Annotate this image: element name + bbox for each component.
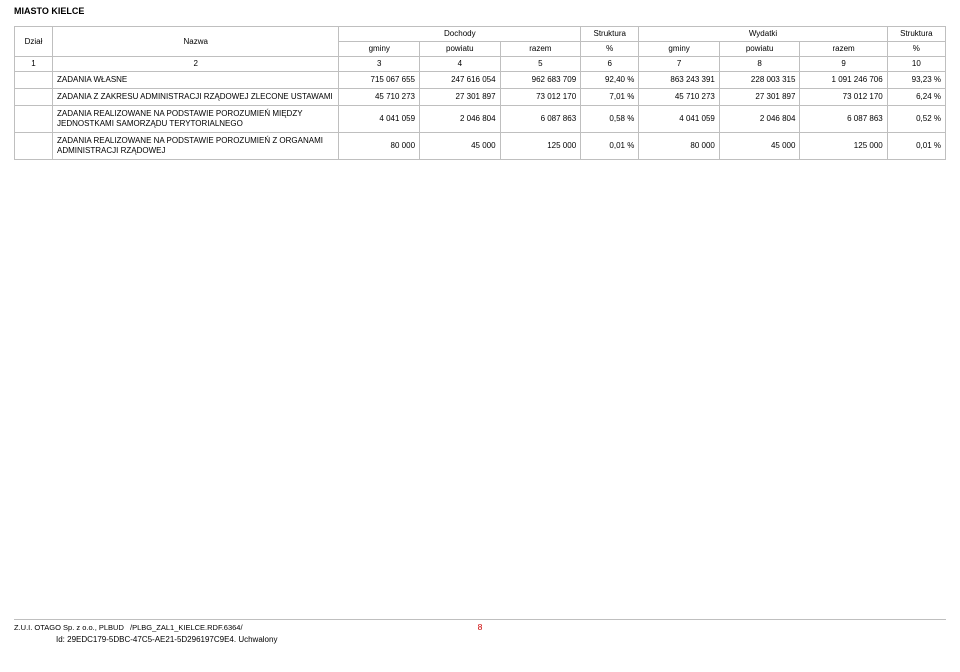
cell-d-pow: 2 046 804 [420,106,501,133]
cell-d-pow: 27 301 897 [420,89,501,106]
table-row: ZADANIA REALIZOWANE NA PODSTAWIE POROZUM… [15,133,946,160]
th-colnum: 7 [639,57,720,72]
th-colnum: 2 [53,57,339,72]
cell-nazwa: ZADANIA WŁASNE [53,72,339,89]
cell-d-str: 0,01 % [581,133,639,160]
footer-divider [14,619,946,620]
table-header: Dział Nazwa Dochody Struktura Wydatki St… [15,27,946,72]
footer-vendor: Z.U.I. OTAGO Sp. z o.o., PLBUD [14,623,124,632]
th-nazwa: Nazwa [53,27,339,57]
page-title: MIASTO KIELCE [14,6,946,16]
cell-dzial [15,106,53,133]
cell-w-pow: 2 046 804 [719,106,800,133]
cell-d-pow: 247 616 054 [420,72,501,89]
th-struktura-w: Struktura [887,27,945,42]
cell-d-pow: 45 000 [420,133,501,160]
footer-id-line: Id: 29EDC179-5DBC-47C5-AE21-5D296197C9E4… [56,635,277,644]
cell-w-str: 93,23 % [887,72,945,89]
table-row: ZADANIA WŁASNE 715 067 655 247 616 054 9… [15,72,946,89]
cell-w-gminy: 80 000 [639,133,720,160]
th-strpct-d: % [581,42,639,57]
table-row: ZADANIA REALIZOWANE NA PODSTAWIE POROZUM… [15,106,946,133]
th-colnum: 3 [339,57,420,72]
footer-filecode: /PLBG_ZAL1_KIELCE.RDF.6364/ [130,623,243,632]
cell-d-str: 92,40 % [581,72,639,89]
th-struktura-d: Struktura [581,27,639,42]
cell-w-pow: 27 301 897 [719,89,800,106]
th-gminy-w: gminy [639,42,720,57]
th-razem-w: razem [800,42,887,57]
th-wydatki: Wydatki [639,27,887,42]
cell-d-gminy: 80 000 [339,133,420,160]
th-colnum: 6 [581,57,639,72]
cell-w-raz: 125 000 [800,133,887,160]
cell-dzial [15,89,53,106]
cell-d-str: 0,58 % [581,106,639,133]
cell-dzial [15,133,53,160]
th-colnum: 4 [420,57,501,72]
cell-d-str: 7,01 % [581,89,639,106]
cell-w-raz: 6 087 863 [800,106,887,133]
cell-nazwa: ZADANIA REALIZOWANE NA PODSTAWIE POROZUM… [53,106,339,133]
cell-d-raz: 962 683 709 [500,72,581,89]
cell-dzial [15,72,53,89]
th-gminy-d: gminy [339,42,420,57]
cell-nazwa: ZADANIA REALIZOWANE NA PODSTAWIE POROZUM… [53,133,339,160]
cell-w-pow: 228 003 315 [719,72,800,89]
cell-w-str: 6,24 % [887,89,945,106]
th-powiatu-w: powiatu [719,42,800,57]
cell-w-gminy: 4 041 059 [639,106,720,133]
th-colnum: 9 [800,57,887,72]
cell-d-raz: 6 087 863 [500,106,581,133]
th-colnum: 10 [887,57,945,72]
th-colnum: 1 [15,57,53,72]
cell-d-raz: 73 012 170 [500,89,581,106]
footer-page-number: 8 [478,622,483,632]
cell-w-str: 0,01 % [887,133,945,160]
cell-w-gminy: 45 710 273 [639,89,720,106]
th-powiatu-d: powiatu [420,42,501,57]
th-dzial: Dział [15,27,53,57]
th-colnum: 8 [719,57,800,72]
cell-w-gminy: 863 243 391 [639,72,720,89]
cell-d-gminy: 45 710 273 [339,89,420,106]
th-dochody: Dochody [339,27,581,42]
th-colnum: 5 [500,57,581,72]
cell-w-pow: 45 000 [719,133,800,160]
cell-d-gminy: 715 067 655 [339,72,420,89]
main-table: Dział Nazwa Dochody Struktura Wydatki St… [14,26,946,160]
cell-w-str: 0,52 % [887,106,945,133]
th-razem-d: razem [500,42,581,57]
cell-nazwa: ZADANIA Z ZAKRESU ADMINISTRACJI RZĄDOWEJ… [53,89,339,106]
cell-d-raz: 125 000 [500,133,581,160]
cell-w-raz: 73 012 170 [800,89,887,106]
cell-w-raz: 1 091 246 706 [800,72,887,89]
th-strpct-w: % [887,42,945,57]
table-row: ZADANIA Z ZAKRESU ADMINISTRACJI RZĄDOWEJ… [15,89,946,106]
cell-d-gminy: 4 041 059 [339,106,420,133]
